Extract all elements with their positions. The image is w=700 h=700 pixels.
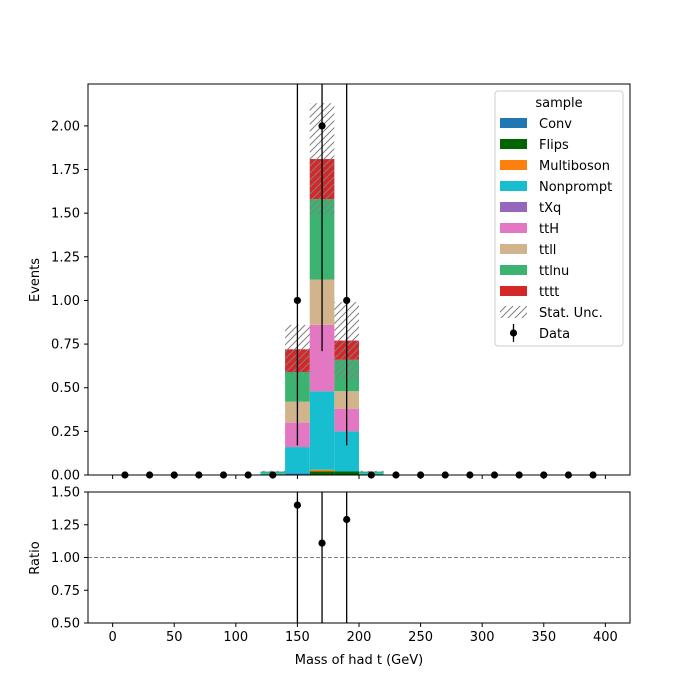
y-tick-label: 1.50 [51,207,80,222]
legend-label-nonprompt: Nonprompt [539,180,612,195]
x-tick-label: 300 [470,630,495,645]
legend-swatch-tth [500,223,527,233]
main-y-axis: 0.00 0.25 0.50 0.75 1.00 1.25 1.50 1.75 2.00 [51,119,88,484]
y-tick-label: 1.00 [51,294,80,309]
legend-label-tth: ttH [539,222,559,237]
bar-nonprompt [285,447,310,474]
y-tick-label: 0.00 [51,469,80,484]
legend-swatch-stat-unc [500,306,527,318]
ratio-point [343,515,351,524]
legend-label-flips: Flips [539,138,569,153]
legend-swatch-ttll [500,244,527,254]
legend-label-tttt: tttt [539,285,559,300]
x-tick-label: 250 [408,630,433,645]
data-point [293,296,302,305]
x-tick-label: 150 [285,630,310,645]
y-tick-label: 0.75 [51,584,80,599]
x-tick-label: 400 [593,630,618,645]
legend-swatch-ttlnu [500,265,527,275]
data-point [343,296,351,305]
bar-flips [334,471,359,475]
legend-swatch-tttt [500,286,527,296]
x-tick-label: 200 [347,630,372,645]
bar-multiboson [309,469,335,472]
ratio-ylabel: Ratio [28,541,43,574]
y-tick-label: 0.25 [51,425,80,440]
ratio-point [318,539,326,547]
y-tick-label: 2.00 [51,119,80,134]
legend-swatch-flips [500,139,527,149]
y-tick-label: 0.50 [51,617,80,632]
legend-marker-data [509,329,518,337]
x-tick-label: 50 [166,630,183,645]
legend-label-ttlnu: ttlnu [539,264,569,279]
main-x-ticks [112,475,606,479]
bar-conv [285,473,310,475]
legend-swatch-multiboson [500,160,527,170]
data-point [318,122,326,130]
legend-label-ttll: ttll [539,243,556,258]
legend-swatch-conv [500,118,527,128]
y-tick-label: 1.25 [51,250,80,265]
ratio-plot-area [88,492,630,623]
legend-label-txq: tXq [539,201,561,216]
legend-swatch-txq [500,202,527,212]
legend-label-data: Data [539,327,570,342]
ratio-x-axis: 0 50 100 150 200 250 300 350 400 [108,623,618,645]
y-tick-label: 1.25 [51,518,80,533]
y-tick-label: 0.50 [51,381,80,396]
x-tick-label: 350 [531,630,556,645]
legend-label-multiboson: Multiboson [539,159,610,174]
main-plot-area [121,84,597,479]
legend-swatch-nonprompt [500,181,527,191]
legend-label-stat-unc: Stat. Unc. [539,306,603,321]
ratio-y-axis: 0.50 0.75 1.00 1.25 1.50 [51,486,88,632]
x-tick-label: 100 [223,630,248,645]
ratio-xlabel: Mass of had t (GeV) [295,653,423,668]
x-tick-label: 0 [108,630,116,645]
y-tick-label: 1.75 [51,163,80,178]
legend-items: Conv Flips Multiboson Nonprompt tXq ttH ttll tt… [500,117,612,342]
bar-nonprompt [309,391,335,470]
legend-label-conv: Conv [539,117,572,132]
y-tick-label: 1.50 [51,486,80,501]
legend: sample Conv Flips Multiboson Nonprompt tXq tt… [494,90,624,347]
y-tick-label: 1.00 [51,551,80,566]
ratio-panel: 0.50 0.75 1.00 1.25 1.50 0 50 100 150 200 250 300 3… [28,486,631,668]
legend-frame [494,90,624,347]
legend-title: sample [535,96,582,111]
y-tick-label: 0.75 [51,338,80,353]
main-ylabel: Events [28,258,43,302]
ratio-point [293,501,302,509]
bar-flips [309,471,335,475]
